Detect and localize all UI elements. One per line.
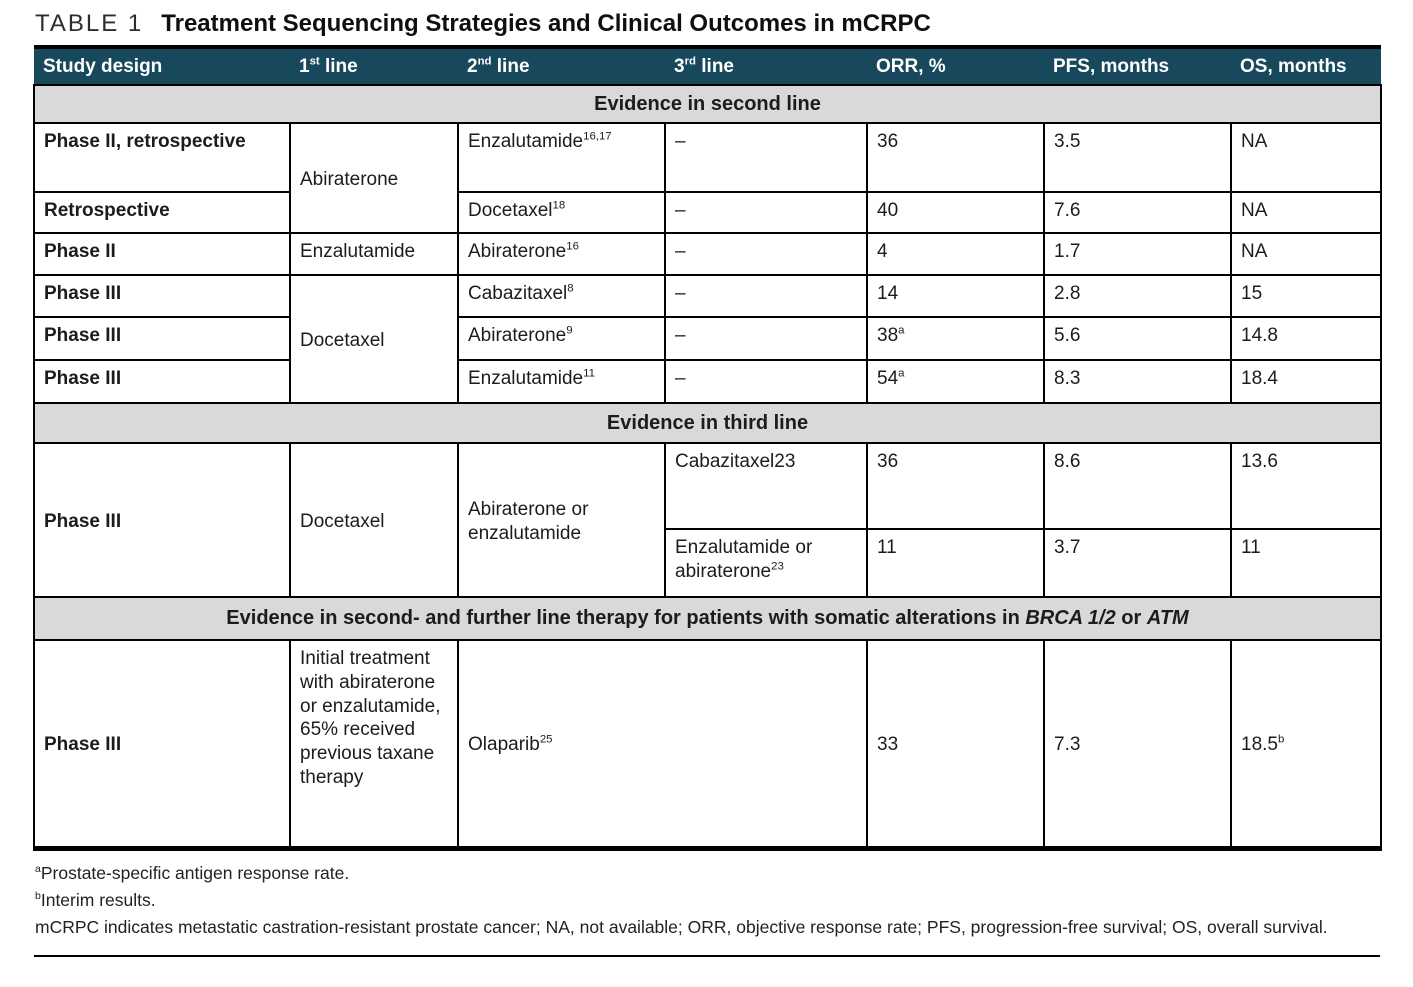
table-cell: 13.6 <box>1230 442 1382 530</box>
table-cell: Cabazitaxel23 <box>664 442 868 530</box>
table-cell: NA <box>1230 232 1382 276</box>
table-cell: 11 <box>1230 528 1382 598</box>
table-row: Enzalutamide or abiraterone23 11 3.7 11 <box>34 528 1382 598</box>
table-cell: 36 <box>866 122 1045 193</box>
table-cell: 54a <box>866 359 1045 404</box>
table-cell: 7.6 <box>1043 191 1232 234</box>
column-header-os-months: OS, months <box>1231 47 1381 85</box>
table-cell: – <box>664 316 868 361</box>
table-cell: 11 <box>866 528 1045 598</box>
table-cell: Retrospective <box>33 191 291 234</box>
table-row: Phase III Enzalutamide11–54a 8.3 18.4 <box>33 359 1382 404</box>
table-cell: Abiraterone16 <box>457 232 666 276</box>
table-row: Retrospective Docetaxel18–40 7.6 NA <box>33 191 1382 234</box>
column-header-3rd-line: 3rd line <box>665 47 867 85</box>
table-cell: 8.3 <box>1043 359 1232 404</box>
table-cell: Phase III <box>33 442 291 598</box>
table-cell: 14 <box>866 274 1045 318</box>
table-cell: 18.4 <box>1230 359 1382 404</box>
page: TABLE 1 Treatment Sequencing Strategies … <box>33 10 1382 957</box>
footnote: mCRPC indicates metastatic castration-re… <box>35 916 1328 937</box>
table-cell: – <box>664 232 868 276</box>
table-cell: Enzalutamide or abiraterone23 <box>664 528 868 598</box>
table-caption: TABLE 1 Treatment Sequencing Strategies … <box>35 10 1380 38</box>
table-cell: Docetaxel <box>289 274 459 404</box>
table-cell: – <box>664 191 868 234</box>
header-row: Study design 1st line 2nd line 3rd line ORR,… <box>34 47 1381 85</box>
outcomes-table: Study design 1st line 2nd line 3rd line ORR,… <box>33 45 1382 851</box>
table-cell: Enzalutamide <box>289 232 459 276</box>
section-header: Evidence in second- and further line the… <box>33 596 1382 641</box>
table-cell: 40 <box>866 191 1045 234</box>
table-cell: NA <box>1230 122 1382 193</box>
table-row: Phase III Initial treatment with abirater… <box>33 639 1382 851</box>
table-cell: 18.5b <box>1230 639 1382 851</box>
section-row: Evidence in second- and further line the… <box>33 596 1382 641</box>
table-cell: 15 <box>1230 274 1382 318</box>
table-row: Phase II Enzalutamide Abiraterone16–4 1.7 NA <box>33 232 1382 276</box>
table-cell: Abiraterone <box>289 122 459 234</box>
table-cell: 7.3 <box>1043 639 1232 851</box>
table-cell: – <box>664 359 868 404</box>
table-cell: Docetaxel <box>289 442 459 598</box>
table-cell: Phase III <box>33 316 291 361</box>
table-cell: 4 <box>866 232 1045 276</box>
table-cell: Phase III <box>33 359 291 404</box>
column-header-1st-line: 1st line <box>290 47 458 85</box>
table-cell: Docetaxel18 <box>457 191 666 234</box>
table-cell: 3.5 <box>1043 122 1232 193</box>
column-header-study-design: Study design <box>34 47 290 85</box>
section-header: Evidence in second line <box>33 84 1382 124</box>
section-row: Evidence in second line <box>33 84 1382 124</box>
footnotes: aProstate-specific antigen response rate… <box>34 851 1380 957</box>
table-row: Phase III Docetaxel Cabazitaxel8–14 2.8 15 <box>33 274 1382 404</box>
table-cell: Cabazitaxel8 <box>457 274 666 318</box>
table-cell: Phase III <box>33 274 291 318</box>
table-cell: 1.7 <box>1043 232 1232 276</box>
table-cell: 5.6 <box>1043 316 1232 361</box>
column-header-pfs-months: PFS, months <box>1044 47 1231 85</box>
table-cell: 36 <box>866 442 1045 530</box>
table-cell: – <box>664 122 868 193</box>
table-row: Phase III Docetaxel Abiraterone or enzalut… <box>33 442 1382 598</box>
table-cell: 33 <box>866 639 1045 851</box>
table-cell: 8.6 <box>1043 442 1232 530</box>
table-cell: Phase III <box>33 639 291 851</box>
table-row: Phase II, retrospective Abiraterone Enzalu… <box>33 122 1382 234</box>
table-cell: Abiraterone or enzalutamide <box>457 442 666 598</box>
section-row: Evidence in third line <box>33 402 1382 444</box>
table-cell: – <box>664 274 868 318</box>
table-cell: Abiraterone9 <box>457 316 666 361</box>
table-title: Treatment Sequencing Strategies and Clin… <box>161 10 931 37</box>
table-cell: 3.7 <box>1043 528 1232 598</box>
table-cell: Enzalutamide16,17 <box>457 122 666 193</box>
footnote: bInterim results. <box>35 889 156 910</box>
table-cell: NA <box>1230 191 1382 234</box>
table-cell: Phase II <box>33 232 291 276</box>
table-row: Phase III Abiraterone9–38a 5.6 14.8 <box>33 316 1382 361</box>
table-body: Evidence in second line Phase II, retrosp… <box>33 84 1382 851</box>
table-cell: Olaparib25 <box>457 639 868 851</box>
column-header-orr: ORR, % <box>867 47 1044 85</box>
table-cell: 14.8 <box>1230 316 1382 361</box>
table-cell: Enzalutamide11 <box>457 359 666 404</box>
footnote: aProstate-specific antigen response rate… <box>35 862 350 883</box>
table-cell: 2.8 <box>1043 274 1232 318</box>
table-cell: 38a <box>866 316 1045 361</box>
table-number-label: TABLE 1 <box>35 10 144 37</box>
table-cell: Initial treatment with abiraterone or en… <box>289 639 459 851</box>
section-header: Evidence in third line <box>33 402 1382 444</box>
column-header-2nd-line: 2nd line <box>458 47 665 85</box>
table-cell: Phase II, retrospective <box>33 122 291 193</box>
